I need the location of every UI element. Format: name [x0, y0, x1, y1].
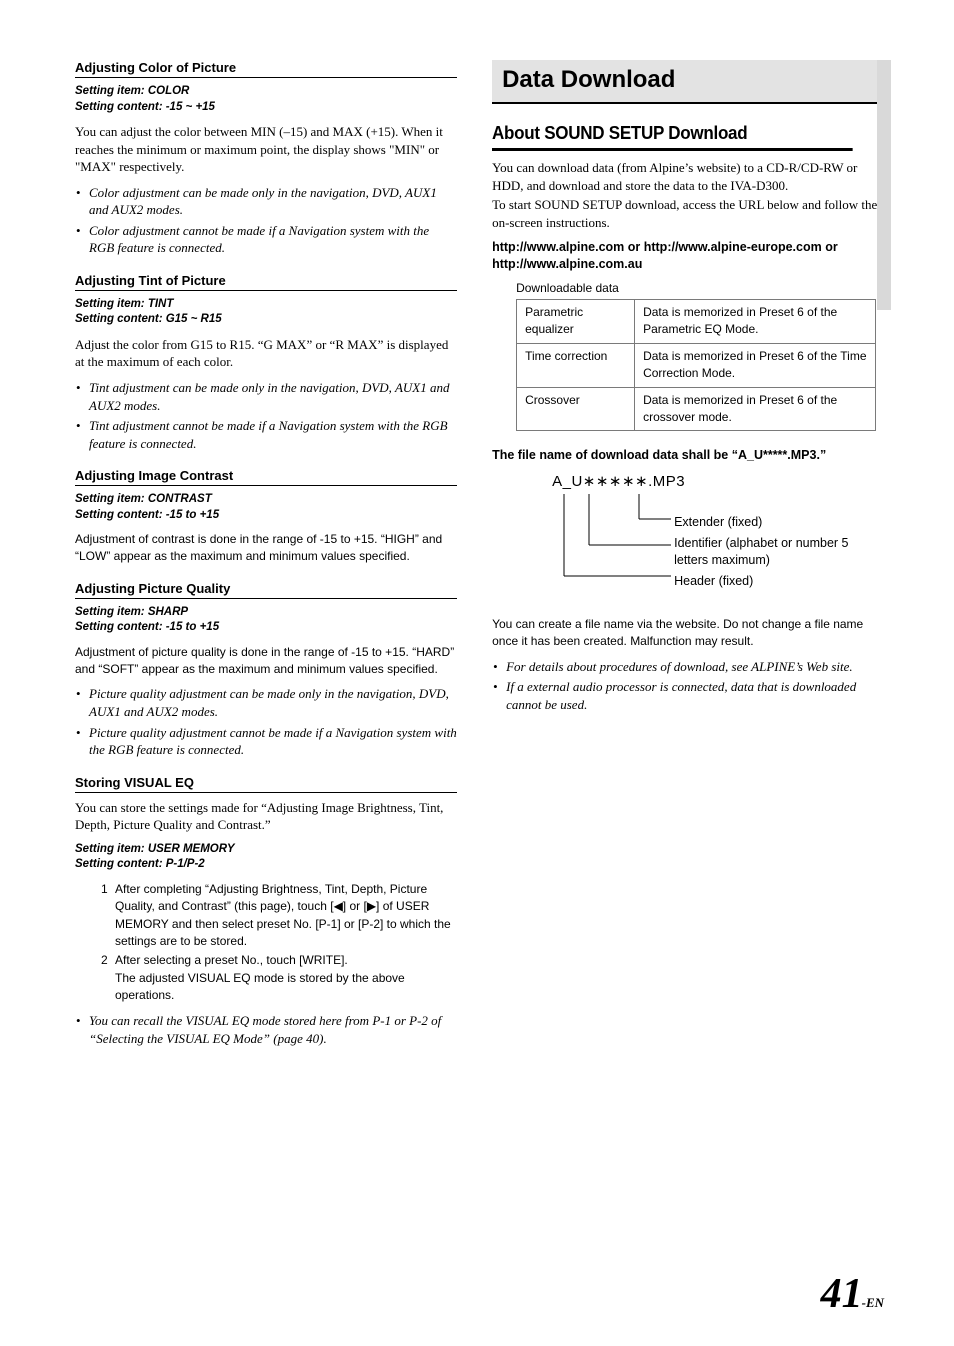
- setting-item-label: Setting item: CONTRAST: [75, 493, 212, 505]
- section-heading: About SOUND SETUP Download: [492, 122, 853, 151]
- page-num-suffix: -EN: [862, 1295, 884, 1310]
- tree-lines-icon: [555, 494, 675, 594]
- tree-label: Extender (fixed): [674, 514, 884, 532]
- box-heading: Data Download: [492, 60, 884, 104]
- body-color: You can adjust the color between MIN (–1…: [75, 123, 457, 176]
- right-column: Data Download About SOUND SETUP Download…: [492, 60, 884, 1058]
- triangle-left-icon: ◀: [334, 899, 343, 913]
- left-column: Adjusting Color of Picture Setting item:…: [75, 60, 457, 1058]
- heading-store: Storing VISUAL EQ: [75, 775, 457, 793]
- table-cell: Data is memorized in Preset 6 of the Par…: [635, 299, 876, 343]
- note-item: If a external audio processor is connect…: [492, 678, 884, 713]
- notes-color: Color adjustment can be made only in the…: [75, 184, 457, 257]
- create-note: You can create a file name via the websi…: [492, 616, 884, 650]
- table-cell: Crossover: [517, 387, 635, 431]
- notes-quality: Picture quality adjustment can be made o…: [75, 685, 457, 758]
- note-item: Color adjustment cannot be made if a Nav…: [75, 222, 457, 257]
- table-row: Crossover Data is memorized in Preset 6 …: [517, 387, 876, 431]
- setting-content-label: Setting content: -15 to +15: [75, 509, 219, 521]
- note-item: Picture quality adjustment can be made o…: [75, 685, 457, 720]
- setting-item-label: Setting item: TINT: [75, 298, 173, 310]
- setting-quality: Setting item: SHARP Setting content: -15…: [75, 605, 457, 636]
- setting-content-label: Setting content: G15 ~ R15: [75, 313, 222, 325]
- note-item: Tint adjustment can be made only in the …: [75, 379, 457, 414]
- setting-tint: Setting item: TINT Setting content: G15 …: [75, 297, 457, 328]
- setting-content-label: Setting content: -15 to +15: [75, 621, 219, 633]
- notes-download: For details about procedures of download…: [492, 658, 884, 714]
- page-number: 41-EN: [821, 1270, 884, 1318]
- table-cell: Data is memorized in Preset 6 of the cro…: [635, 387, 876, 431]
- setting-item-label: Setting item: USER MEMORY: [75, 843, 235, 855]
- note-item: For details about procedures of download…: [492, 658, 884, 676]
- setting-color: Setting item: COLOR Setting content: -15…: [75, 84, 457, 115]
- body-tint: Adjust the color from G15 to R15. “G MAX…: [75, 336, 457, 371]
- tree-labels: Extender (fixed) Identifier (alphabet or…: [674, 514, 884, 593]
- table-cell: Parametric equalizer: [517, 299, 635, 343]
- intro-2: To start SOUND SETUP download, access th…: [492, 196, 884, 231]
- setting-item-label: Setting item: COLOR: [75, 85, 189, 97]
- page-num-value: 41: [821, 1271, 863, 1317]
- step-list: 1 After completing “Adjusting Brightness…: [101, 881, 457, 1005]
- step-number: 2: [101, 952, 115, 1004]
- filename-tree: A_U∗∗∗∗∗.MP3 Extender (fixed) Identifier…: [552, 472, 884, 602]
- tree-label: Identifier (alphabet or number 5 letters…: [674, 535, 884, 570]
- table-cell: Time correction: [517, 343, 635, 387]
- step-number: 1: [101, 881, 115, 951]
- setting-store: Setting item: USER MEMORY Setting conten…: [75, 842, 457, 873]
- setting-content-label: Setting content: -15 ~ +15: [75, 101, 215, 113]
- table-caption: Downloadable data: [516, 281, 884, 295]
- setting-contrast: Setting item: CONTRAST Setting content: …: [75, 492, 457, 523]
- url-text: http://www.alpine.com or http://www.alpi…: [492, 239, 884, 273]
- table-cell: Data is memorized in Preset 6 of the Tim…: [635, 343, 876, 387]
- file-note: The file name of download data shall be …: [492, 447, 884, 464]
- triangle-right-icon: ▶: [367, 899, 376, 913]
- note-item: Picture quality adjustment cannot be mad…: [75, 724, 457, 759]
- step-text: After completing “Adjusting Brightness, …: [115, 881, 457, 951]
- body-contrast: Adjustment of contrast is done in the ra…: [75, 531, 457, 565]
- tree-label: Header (fixed): [674, 573, 884, 591]
- body-store-intro: You can store the settings made for “Adj…: [75, 799, 457, 834]
- setting-content-label: Setting content: P-1/P-2: [75, 858, 205, 870]
- intro-1: You can download data (from Alpine’s web…: [492, 159, 884, 194]
- body-quality: Adjustment of picture quality is done in…: [75, 644, 457, 678]
- tree-filename: A_U∗∗∗∗∗.MP3: [552, 472, 884, 490]
- step-1: 1 After completing “Adjusting Brightness…: [101, 881, 457, 951]
- notes-store: You can recall the VISUAL EQ mode stored…: [75, 1012, 457, 1047]
- side-tab-strip: [877, 60, 891, 310]
- notes-tint: Tint adjustment can be made only in the …: [75, 379, 457, 452]
- heading-color: Adjusting Color of Picture: [75, 60, 457, 78]
- table-row: Time correction Data is memorized in Pre…: [517, 343, 876, 387]
- step-text: After selecting a preset No., touch [WRI…: [115, 952, 457, 1004]
- step-2: 2 After selecting a preset No., touch [W…: [101, 952, 457, 1004]
- note-item: Tint adjustment cannot be made if a Navi…: [75, 417, 457, 452]
- heading-quality: Adjusting Picture Quality: [75, 581, 457, 599]
- setting-item-label: Setting item: SHARP: [75, 606, 188, 618]
- download-table: Parametric equalizer Data is memorized i…: [516, 299, 876, 431]
- note-item: Color adjustment can be made only in the…: [75, 184, 457, 219]
- table-row: Parametric equalizer Data is memorized i…: [517, 299, 876, 343]
- heading-contrast: Adjusting Image Contrast: [75, 468, 457, 486]
- note-item: You can recall the VISUAL EQ mode stored…: [75, 1012, 457, 1047]
- heading-tint: Adjusting Tint of Picture: [75, 273, 457, 291]
